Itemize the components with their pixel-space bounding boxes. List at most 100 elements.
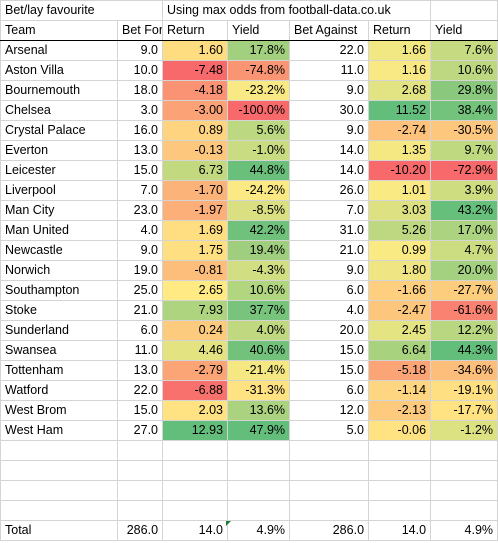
return-for-cell[interactable]: 4.46 xyxy=(162,340,229,361)
yield-against-cell[interactable]: 44.3% xyxy=(430,340,498,361)
yield-for-cell[interactable]: 4.0% xyxy=(227,320,291,341)
return-for-cell[interactable]: 2.65 xyxy=(162,280,229,301)
yield-against-cell[interactable]: -61.6% xyxy=(430,300,498,321)
bet-against-cell[interactable]: 6.0 xyxy=(289,280,370,301)
return-for-cell[interactable]: -0.81 xyxy=(162,260,229,281)
return-against-cell[interactable]: -2.13 xyxy=(368,400,432,421)
bet-for-cell[interactable]: 27.0 xyxy=(116,420,164,441)
bet-for-cell[interactable]: 10.0 xyxy=(116,60,164,81)
yield-for-cell[interactable]: 17.8% xyxy=(227,40,291,61)
bet-against-cell[interactable]: 21.0 xyxy=(289,240,370,261)
empty-cell[interactable] xyxy=(227,440,291,461)
empty-cell[interactable] xyxy=(430,500,498,521)
header-bet-against[interactable]: Bet Against xyxy=(289,20,370,41)
return-for-cell[interactable]: 2.03 xyxy=(162,400,229,421)
bet-against-cell[interactable]: 6.0 xyxy=(289,380,370,401)
yield-against-cell[interactable]: -72.9% xyxy=(430,160,498,181)
return-against-cell[interactable]: 1.66 xyxy=(368,40,432,61)
bet-against-cell[interactable]: 15.0 xyxy=(289,340,370,361)
empty-cell[interactable] xyxy=(0,500,118,521)
empty-cell[interactable] xyxy=(289,460,370,481)
yield-for-cell[interactable]: 37.7% xyxy=(227,300,291,321)
return-for-cell[interactable]: 1.75 xyxy=(162,240,229,261)
empty-cell[interactable] xyxy=(227,500,291,521)
return-against-cell[interactable]: 1.01 xyxy=(368,180,432,201)
empty-cell[interactable] xyxy=(162,480,229,501)
yield-against-cell[interactable]: 4.7% xyxy=(430,240,498,261)
return-against-cell[interactable]: -2.74 xyxy=(368,120,432,141)
bet-for-cell[interactable]: 25.0 xyxy=(116,280,164,301)
yield-for-cell[interactable]: 5.6% xyxy=(227,120,291,141)
team-cell[interactable]: Stoke xyxy=(0,300,118,321)
yield-against-cell[interactable]: 38.4% xyxy=(430,100,498,121)
return-against-cell[interactable]: 0.99 xyxy=(368,240,432,261)
bet-for-cell[interactable]: 4.0 xyxy=(116,220,164,241)
yield-against-cell[interactable]: 17.0% xyxy=(430,220,498,241)
return-for-cell[interactable]: 1.60 xyxy=(162,40,229,61)
header-return-against[interactable]: Return xyxy=(368,20,432,41)
yield-against-cell[interactable]: -27.7% xyxy=(430,280,498,301)
empty-cell[interactable] xyxy=(116,440,164,461)
header-bet-for[interactable]: Bet For xyxy=(116,20,164,41)
total-yield-against-cell[interactable]: 4.9% xyxy=(430,520,498,541)
yield-against-cell[interactable]: 3.9% xyxy=(430,180,498,201)
return-against-cell[interactable]: 2.45 xyxy=(368,320,432,341)
return-against-cell[interactable]: 11.52 xyxy=(368,100,432,121)
yield-for-cell[interactable]: -74.8% xyxy=(227,60,291,81)
return-for-cell[interactable]: 1.69 xyxy=(162,220,229,241)
empty-cell[interactable] xyxy=(0,480,118,501)
empty-cell[interactable] xyxy=(430,0,498,21)
bet-against-cell[interactable]: 11.0 xyxy=(289,60,370,81)
bet-for-cell[interactable]: 9.0 xyxy=(116,40,164,61)
bet-against-cell[interactable]: 12.0 xyxy=(289,400,370,421)
title-right-cell[interactable]: Using max odds from football-data.co.uk xyxy=(162,0,432,21)
team-cell[interactable]: Aston Villa xyxy=(0,60,118,81)
yield-against-cell[interactable]: 43.2% xyxy=(430,200,498,221)
yield-for-cell[interactable]: 13.6% xyxy=(227,400,291,421)
empty-cell[interactable] xyxy=(0,440,118,461)
bet-for-cell[interactable]: 16.0 xyxy=(116,120,164,141)
bet-against-cell[interactable]: 20.0 xyxy=(289,320,370,341)
empty-cell[interactable] xyxy=(368,480,432,501)
yield-against-cell[interactable]: 10.6% xyxy=(430,60,498,81)
return-against-cell[interactable]: -5.18 xyxy=(368,360,432,381)
total-bet-for-cell[interactable]: 286.0 xyxy=(116,520,164,541)
return-for-cell[interactable]: 12.93 xyxy=(162,420,229,441)
bet-for-cell[interactable]: 23.0 xyxy=(116,200,164,221)
return-for-cell[interactable]: 6.73 xyxy=(162,160,229,181)
bet-against-cell[interactable]: 22.0 xyxy=(289,40,370,61)
team-cell[interactable]: Bournemouth xyxy=(0,80,118,101)
yield-against-cell[interactable]: 29.8% xyxy=(430,80,498,101)
return-for-cell[interactable]: -2.79 xyxy=(162,360,229,381)
empty-cell[interactable] xyxy=(227,480,291,501)
yield-against-cell[interactable]: 9.7% xyxy=(430,140,498,161)
team-cell[interactable]: Liverpool xyxy=(0,180,118,201)
bet-against-cell[interactable]: 31.0 xyxy=(289,220,370,241)
yield-against-cell[interactable]: 20.0% xyxy=(430,260,498,281)
bet-for-cell[interactable]: 21.0 xyxy=(116,300,164,321)
team-cell[interactable]: West Ham xyxy=(0,420,118,441)
yield-for-cell[interactable]: 10.6% xyxy=(227,280,291,301)
return-against-cell[interactable]: 6.64 xyxy=(368,340,432,361)
bet-for-cell[interactable]: 13.0 xyxy=(116,360,164,381)
team-cell[interactable]: Arsenal xyxy=(0,40,118,61)
total-return-for-cell[interactable]: 14.0 xyxy=(162,520,229,541)
team-cell[interactable]: Chelsea xyxy=(0,100,118,121)
yield-against-cell[interactable]: 7.6% xyxy=(430,40,498,61)
empty-cell[interactable] xyxy=(162,440,229,461)
yield-for-cell[interactable]: -8.5% xyxy=(227,200,291,221)
yield-for-cell[interactable]: -21.4% xyxy=(227,360,291,381)
team-cell[interactable]: West Brom xyxy=(0,400,118,421)
bet-for-cell[interactable]: 22.0 xyxy=(116,380,164,401)
bet-against-cell[interactable]: 14.0 xyxy=(289,140,370,161)
empty-cell[interactable] xyxy=(289,440,370,461)
team-cell[interactable]: Sunderland xyxy=(0,320,118,341)
yield-for-cell[interactable]: -31.3% xyxy=(227,380,291,401)
bet-against-cell[interactable]: 14.0 xyxy=(289,160,370,181)
header-team[interactable]: Team xyxy=(0,20,118,41)
bet-for-cell[interactable]: 15.0 xyxy=(116,160,164,181)
empty-cell[interactable] xyxy=(116,480,164,501)
return-against-cell[interactable]: -2.47 xyxy=(368,300,432,321)
yield-against-cell[interactable]: -17.7% xyxy=(430,400,498,421)
team-cell[interactable]: Man City xyxy=(0,200,118,221)
